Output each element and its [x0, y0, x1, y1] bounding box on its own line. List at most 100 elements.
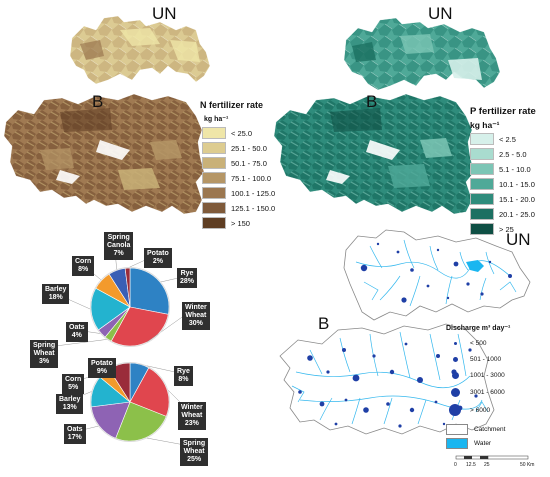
pie-un-label-spring-canola: Spring Canola 7% [104, 232, 134, 260]
discharge-legend-item: > 6000 [446, 404, 490, 416]
discharge-legend-label: < 500 [470, 340, 487, 347]
n-legend-swatch [202, 202, 226, 214]
n-legend-unit: kg ha⁻¹ [204, 116, 229, 123]
n-legend-label: 50.1 - 75.0 [231, 158, 267, 168]
n-legend-swatch [202, 217, 226, 229]
discharge-legend-item: 1001 - 3000 [446, 372, 505, 379]
pie-b-label-spring-wheat: Spring Wheat 25% [180, 438, 209, 466]
discharge-legend-label: > 6000 [470, 406, 491, 414]
p-legend-unit: kg ha⁻¹ [470, 120, 500, 130]
n-legend-item: > 150 [202, 217, 250, 229]
n-legend-label: 25.1 - 50.0 [231, 143, 267, 153]
n-legend-item: < 25.0 [202, 127, 252, 139]
p-legend-label: > 25 [499, 224, 514, 234]
p-legend-label: < 2.5 [499, 134, 516, 144]
n-legend-label: 75.1 - 100.0 [231, 173, 272, 183]
discharge-legend-label: 1001 - 3000 [470, 372, 505, 379]
pie-un-label-potato: Potato 2% [144, 248, 172, 268]
n-legend-swatch [202, 142, 226, 154]
p-legend-item: 10.1 - 15.0 [470, 178, 535, 190]
p-legend-label: 2.5 - 5.0 [499, 149, 527, 159]
p-legend-label: 5.1 - 10.0 [499, 164, 531, 174]
n-legend-label: 100.1 - 125.0 [231, 188, 276, 198]
catchment-label: Catchment [474, 426, 506, 433]
p-legend-item: 5.1 - 10.0 [470, 163, 531, 175]
p-legend-title: P fertilizer rate [470, 106, 536, 117]
p-legend-item: > 25 [470, 223, 514, 235]
n-legend-label: 125.1 - 150.0 [231, 203, 276, 213]
p-legend-swatch [470, 223, 494, 235]
p-un-title: UN [428, 4, 453, 23]
water-body [466, 260, 484, 272]
scale-50: 50 Km [520, 462, 535, 468]
catchment-legend: Catchment [446, 424, 505, 435]
n-legend-swatch [202, 172, 226, 184]
p-legend-swatch [470, 178, 494, 190]
scale-bar [455, 455, 529, 460]
p-legend-swatch [470, 133, 494, 145]
pie-un-slice-barley [90, 287, 131, 331]
pie-un-label-spring-wheat: Spring Wheat 3% [30, 340, 59, 368]
discharge-b-title: B [318, 314, 330, 333]
discharge-legend-dot [453, 342, 457, 345]
water-legend: Water [446, 438, 491, 449]
pie-b-label-potato: Potato 9% [88, 358, 116, 378]
p-legend-label: 15.1 - 20.0 [499, 194, 535, 204]
discharge-legend-title: Discharge m³ day⁻¹ [446, 325, 511, 332]
discharge-legend-dot [451, 372, 459, 379]
p-legend-item: 2.5 - 5.0 [470, 148, 527, 160]
discharge-legend-item: 3001 - 6000 [446, 388, 505, 397]
n-legend-item: 50.1 - 75.0 [202, 157, 267, 169]
pie-un-label-oats: Oats 4% [66, 322, 88, 342]
p-legend-swatch [470, 193, 494, 205]
n-legend-title: N fertilizer rate [200, 100, 264, 110]
pie-b-slice-winter-wheat [129, 367, 170, 417]
discharge-un-catchment [343, 229, 531, 321]
discharge-legend-item: 501 - 1000 [446, 356, 501, 363]
pie-un-label-winter-wheat: Winter Wheat 30% [182, 302, 210, 330]
n-un-watershed [69, 15, 211, 85]
pie-un-slice-rye [129, 267, 170, 315]
discharge-legend-dot [449, 404, 461, 416]
discharge-legend-item: < 500 [446, 340, 486, 347]
p-legend-item: < 2.5 [470, 133, 516, 145]
pie-b-pie-outline [90, 362, 170, 442]
scale-0: 0 [454, 462, 457, 468]
pie-un-label-barley: Barley 18% [42, 284, 70, 304]
p-legend-swatch [470, 163, 494, 175]
pie-b-label-oats: Oats 17% [64, 424, 86, 444]
pie-b-label-winter-wheat: Winter Wheat 23% [178, 402, 206, 430]
pie-un-pie-outline [90, 267, 170, 347]
scale-25: 25 [484, 462, 490, 468]
discharge-b-catchment [279, 323, 495, 435]
p-b-title: B [366, 92, 378, 111]
p-legend-item: 20.1 - 25.0 [470, 208, 535, 220]
discharge-legend-dot [450, 388, 460, 397]
pie-b-label-barley: Barley 13% [56, 394, 84, 414]
pie-un-label-rye: Rye 28% [177, 268, 198, 288]
pie-b-label-corn: Corn 5% [62, 374, 85, 394]
discharge-un-title: UN [506, 230, 531, 249]
p-legend-item: 15.1 - 20.0 [470, 193, 535, 205]
n-legend-item: 75.1 - 100.0 [202, 172, 271, 184]
water-label: Water [474, 440, 492, 447]
p-legend-label: 10.1 - 15.0 [499, 179, 535, 189]
scale-12-5: 12.5 [466, 462, 476, 468]
pie-b-slice-oats [90, 401, 131, 439]
p-legend-swatch [470, 148, 494, 160]
pie-un-label-corn: Corn 8% [72, 256, 95, 276]
n-legend-swatch [202, 127, 226, 139]
n-un-title: UN [152, 4, 177, 23]
n-legend-label: > 150 [231, 218, 250, 228]
discharge-legend-dot [452, 357, 458, 362]
pie-b-slice-spring-wheat [115, 401, 167, 442]
p-legend-swatch [470, 208, 494, 220]
discharge-legend-label: 501 - 1000 [470, 356, 502, 363]
n-legend-item: 125.1 - 150.0 [202, 202, 275, 214]
pie-b-label-rye: Rye 8% [174, 366, 193, 386]
n-legend-swatch [202, 157, 226, 169]
n-legend-item: 25.1 - 50.0 [202, 142, 267, 154]
p-legend-label: 20.1 - 25.0 [499, 209, 535, 219]
